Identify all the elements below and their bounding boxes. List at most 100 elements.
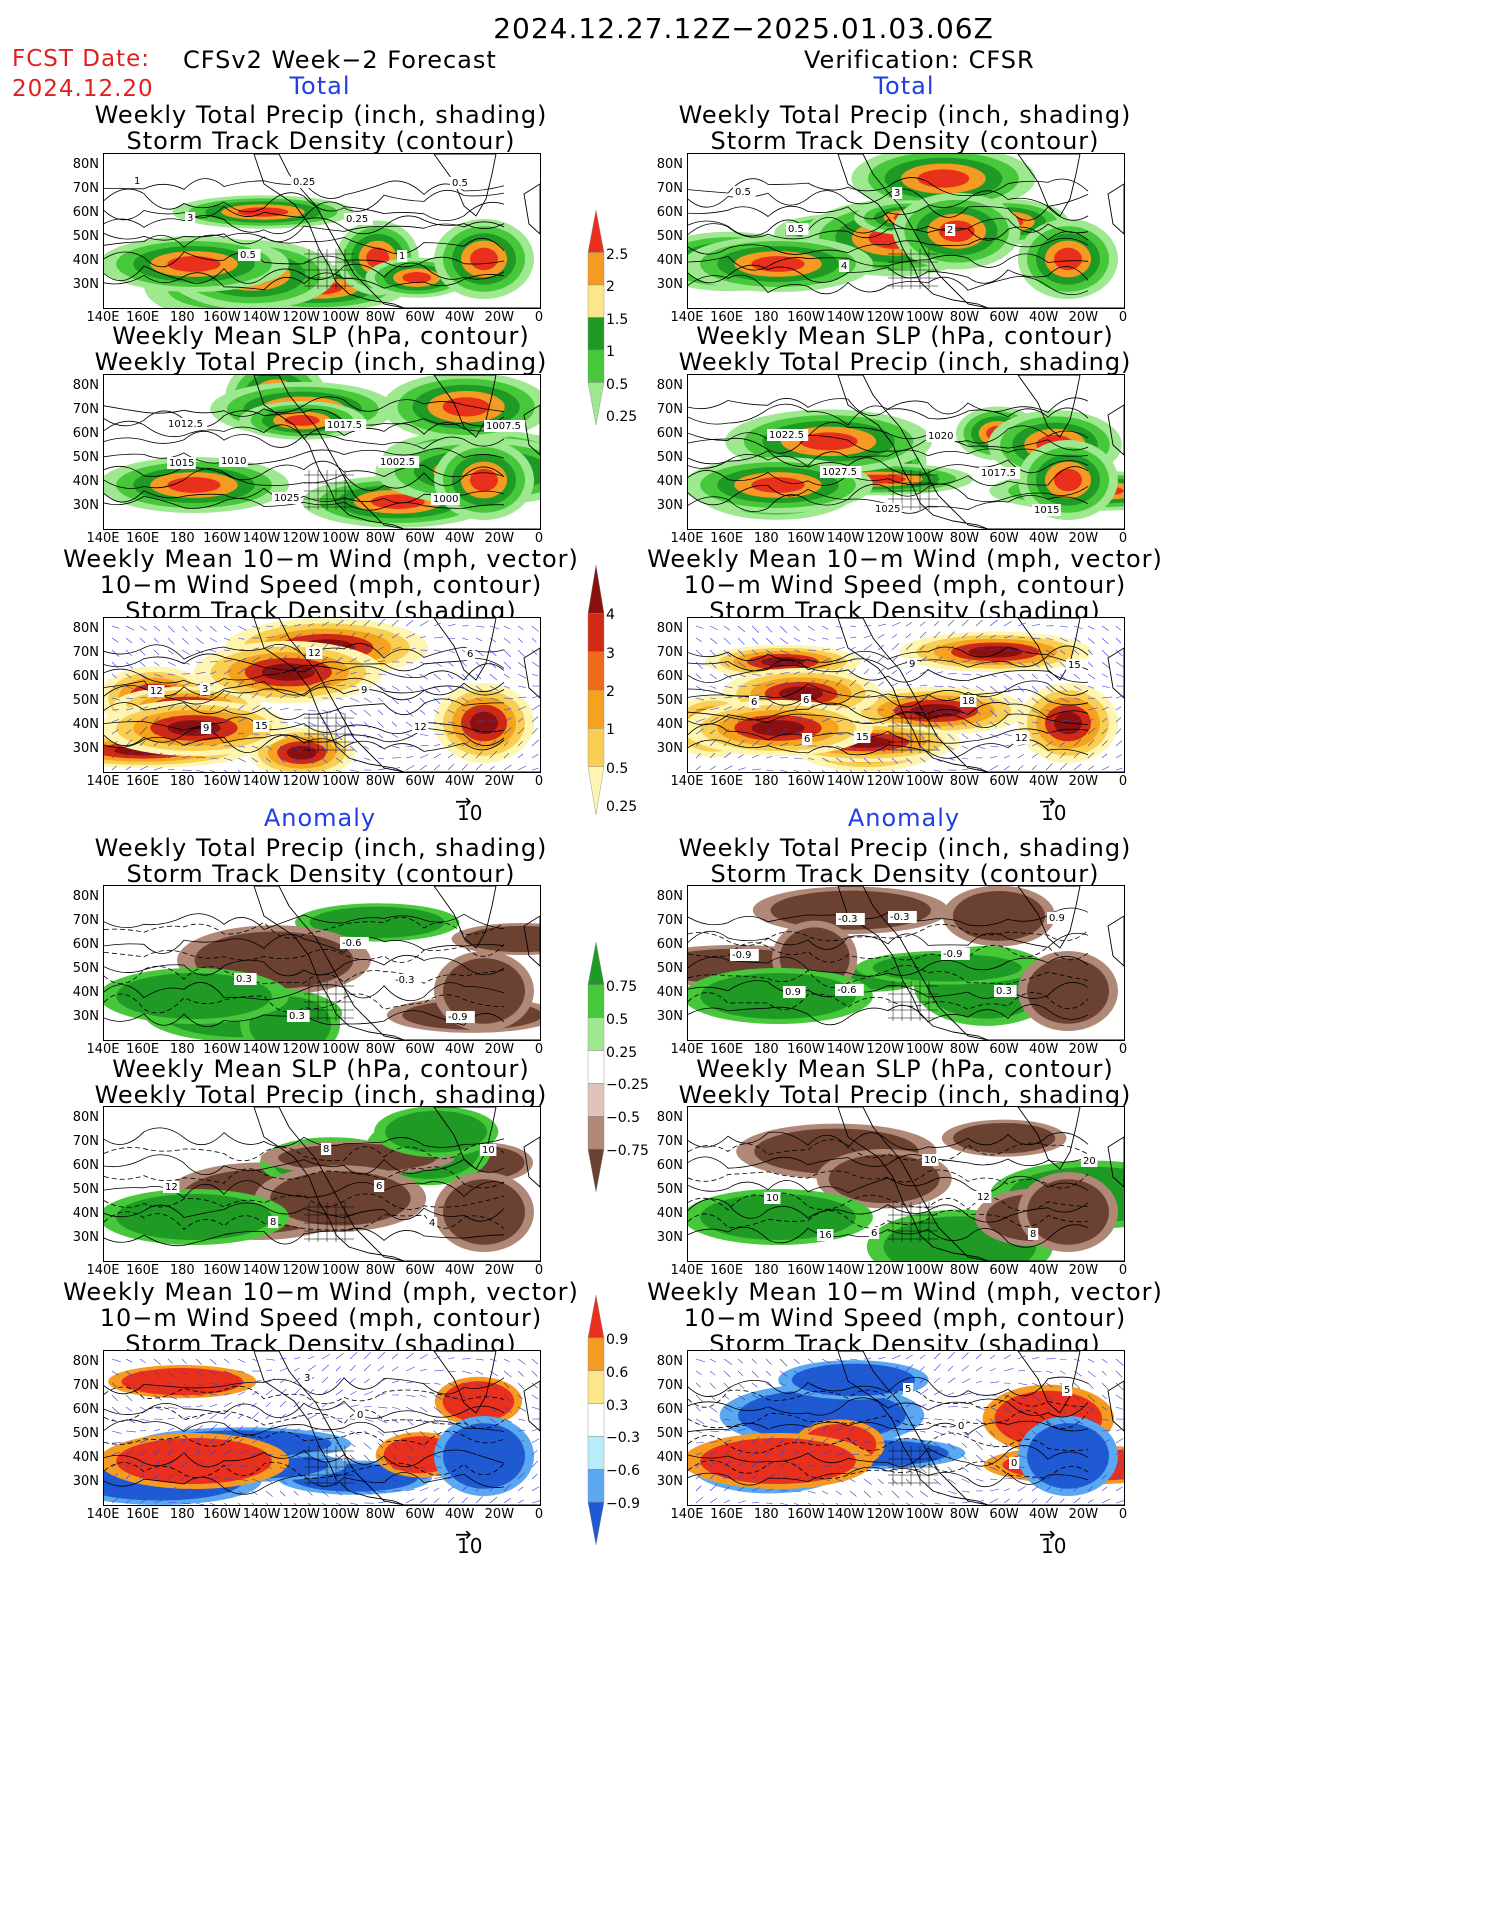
- wind-vector: [793, 1370, 800, 1375]
- shading-area: [309, 906, 445, 939]
- wind-vector: [933, 1430, 944, 1435]
- lat-label: 60N: [656, 937, 683, 952]
- state-border: [304, 713, 354, 753]
- wind-vector: [947, 685, 955, 688]
- wind-vector: [695, 673, 702, 679]
- contour-label-bg: [854, 731, 871, 743]
- wind-vector: [405, 1381, 416, 1384]
- contour-line: [104, 495, 505, 511]
- wind-vector: [989, 1354, 996, 1360]
- wind-vector: [821, 1370, 829, 1373]
- wind-vector: [849, 1427, 856, 1432]
- wind-vector: [933, 1454, 942, 1463]
- panel-title: Weekly Total Precip (inch, shading) Storm…: [43, 835, 599, 887]
- shading-area: [402, 272, 432, 284]
- wind-vector: [961, 721, 967, 727]
- wind-vector: [265, 656, 273, 663]
- wind-vector: [321, 669, 330, 675]
- wind-vector: [737, 637, 745, 645]
- wind-vector: [293, 1428, 301, 1432]
- wind-vector: [377, 1393, 386, 1396]
- wind-vector: [695, 1358, 706, 1363]
- wind-vector: [167, 1406, 178, 1409]
- wind-vector: [1017, 1406, 1025, 1413]
- wind-vector: [419, 1478, 428, 1480]
- contour-label-bg: [836, 913, 865, 925]
- vector-ref-label: 10: [457, 1534, 483, 1558]
- wind-vector: [821, 1424, 829, 1432]
- wind-vector: [765, 1450, 771, 1456]
- wind-vector: [709, 649, 717, 657]
- contour-label: 8: [323, 1144, 329, 1155]
- contour-label: 3: [894, 188, 900, 199]
- wind-vector: [265, 646, 274, 651]
- wind-vector: [223, 1449, 232, 1456]
- wind-vector: [695, 649, 703, 657]
- wind-vector: [961, 733, 969, 740]
- wind-vector: [181, 1502, 191, 1504]
- lon-label: 160E: [126, 1042, 160, 1057]
- wind-vector: [891, 1490, 900, 1499]
- wind-vector: [377, 673, 387, 676]
- wind-vector: [751, 673, 761, 676]
- wind-vector: [933, 671, 944, 675]
- wind-vector: [1031, 765, 1037, 771]
- wind-vector: [919, 684, 928, 687]
- wind-vector: [905, 1401, 915, 1408]
- wind-vector: [695, 1418, 705, 1425]
- wind-vector: [947, 619, 955, 627]
- wind-vector: [1059, 661, 1066, 668]
- wind-vector: [489, 728, 498, 735]
- shading-area: [1027, 1423, 1109, 1489]
- lon-label: 100W: [905, 531, 944, 546]
- wind-vector: [265, 769, 269, 772]
- lat-label: 60N: [72, 426, 99, 441]
- wind-vector: [447, 697, 454, 703]
- wind-vector: [363, 1391, 374, 1396]
- state-border: [304, 981, 354, 1021]
- colorbar-label: 0.3: [606, 1397, 629, 1414]
- panel-title: Weekly Total Precip (inch, shading) Storm…: [627, 835, 1183, 887]
- wind-vector: [723, 1460, 731, 1468]
- wind-vector: [167, 1370, 175, 1378]
- lat-label: 40N: [656, 474, 683, 489]
- wind-vector: [1115, 706, 1122, 711]
- wind-vector: [503, 1382, 510, 1389]
- wind-vector: [307, 1502, 312, 1505]
- wind-vector: [1115, 1500, 1124, 1504]
- wind-vector: [433, 1476, 442, 1480]
- wind-vector: [391, 1430, 399, 1438]
- lon-label: 160W: [787, 531, 825, 546]
- wind-vector: [975, 619, 983, 627]
- wind-vector: [947, 673, 957, 675]
- wind-vector: [433, 744, 441, 747]
- wind-vector: [1073, 752, 1080, 759]
- wind-vector: [139, 751, 148, 759]
- contour-line: [688, 1432, 1089, 1454]
- wind-vector: [709, 661, 717, 669]
- wind-vector: [961, 1392, 972, 1396]
- wind-vector: [517, 717, 524, 723]
- contour-line: [104, 420, 505, 440]
- contour-label-bg: [306, 647, 323, 659]
- wind-vector: [517, 1440, 524, 1444]
- wind-vector: [321, 633, 327, 639]
- wind-vector: [349, 1404, 359, 1408]
- wind-vector: [503, 661, 512, 670]
- wind-vector: [989, 1442, 996, 1448]
- wind-vector: [737, 705, 745, 711]
- wind-vector: [1031, 1474, 1041, 1480]
- wind-vector: [751, 684, 761, 687]
- wind-vector: [153, 1461, 160, 1468]
- wind-vector: [377, 1418, 388, 1424]
- colorbar-label: −0.5: [606, 1110, 640, 1127]
- wind-vector: [237, 769, 241, 772]
- lat-label: 70N: [656, 1134, 683, 1149]
- wind-vector: [975, 767, 983, 771]
- contour-line: [688, 1466, 1089, 1487]
- wind-vector: [989, 1488, 999, 1492]
- wind-vector: [153, 752, 163, 759]
- wind-vector: [765, 1489, 773, 1492]
- wind-vector: [737, 754, 744, 759]
- coastline: [1107, 915, 1124, 967]
